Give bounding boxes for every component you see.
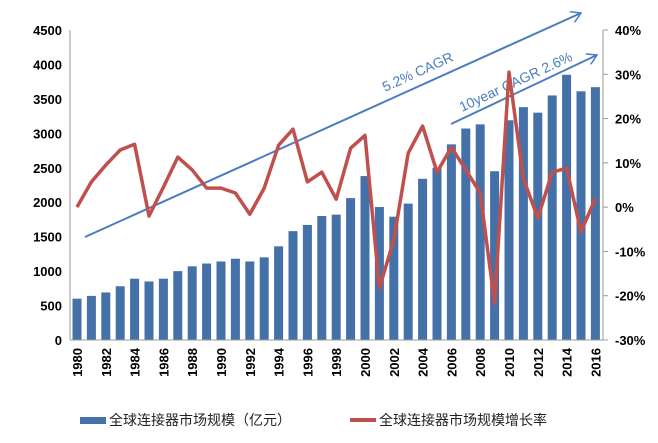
legend-item-bar: 全球连接器市场规模（亿元） [80, 410, 291, 430]
legend-label-bar: 全球连接器市场规模（亿元） [109, 413, 291, 429]
legend-swatch-bar [80, 416, 106, 424]
bar-1989 [202, 263, 212, 340]
bar-1987 [173, 271, 183, 340]
bar-1985 [144, 281, 154, 340]
bar-2000 [360, 176, 370, 340]
left-tick-label: 0 [55, 333, 62, 348]
x-tick-label: 2004 [416, 347, 431, 377]
bar-2008 [475, 124, 485, 340]
bar-1981 [86, 295, 96, 340]
x-tick-label: 2014 [560, 347, 575, 377]
bar-1998 [331, 214, 341, 340]
bar-1994 [274, 246, 284, 340]
left-tick-label: 2500 [33, 161, 62, 176]
x-tick-label: 1994 [272, 347, 287, 377]
trend-arrow-10year [450, 55, 597, 125]
x-tick-label: 2010 [502, 348, 517, 377]
bar-2005 [432, 167, 442, 340]
x-tick-label: 1980 [70, 348, 85, 377]
x-tick-label: 1992 [243, 348, 258, 377]
left-tick-label: 4000 [33, 57, 62, 72]
bar-2015 [576, 91, 586, 340]
bar-1990 [216, 261, 226, 340]
bar-2012 [533, 112, 543, 341]
right-tick-label: 20% [615, 112, 641, 127]
x-tick-label: 2006 [444, 348, 459, 377]
bar-1980 [72, 298, 82, 340]
left-tick-label: 2000 [33, 195, 62, 210]
annotation-10year-cagr: 10year CAGR 2.6% [457, 48, 575, 114]
right-tick-label: 30% [615, 67, 641, 82]
right-tick-label: 10% [615, 156, 641, 171]
bar-1991 [230, 258, 240, 340]
bar-2009 [490, 171, 500, 340]
legend-label-line: 全球连接器市场规模增长率 [379, 413, 547, 429]
bar-2002 [389, 216, 399, 340]
left-tick-label: 4500 [33, 23, 62, 38]
bar-1999 [346, 198, 356, 340]
trend-arrow-5-2 [84, 13, 581, 238]
x-tick-label: 2008 [473, 348, 488, 377]
bar-2003 [403, 203, 413, 340]
bar-1986 [158, 278, 168, 340]
bar-2007 [461, 128, 471, 340]
x-tick-label: 1990 [214, 348, 229, 377]
x-tick-label: 1982 [99, 348, 114, 377]
bar-1995 [288, 231, 298, 340]
left-tick-label: 500 [40, 299, 62, 314]
x-tick-label: 1984 [128, 347, 143, 377]
bar-1983 [115, 286, 125, 340]
bar-1992 [245, 261, 255, 340]
bar-1997 [317, 216, 327, 340]
bar-1993 [259, 257, 269, 340]
right-tick-label: -10% [615, 244, 646, 259]
bar-2013 [547, 95, 557, 340]
x-tick-label: 2000 [358, 348, 373, 377]
left-tick-label: 3000 [33, 126, 62, 141]
bar-1988 [187, 266, 197, 340]
bar-2016 [590, 87, 600, 340]
right-tick-label: -20% [615, 289, 646, 304]
left-tick-label: 1000 [33, 264, 62, 279]
x-tick-label: 1996 [300, 348, 315, 377]
bar-1982 [101, 292, 111, 340]
bar-2014 [562, 74, 572, 341]
x-tick-label: 2016 [588, 348, 603, 377]
x-tick-label: 1998 [329, 348, 344, 377]
bar-1996 [302, 224, 312, 340]
x-tick-label: 1986 [156, 348, 171, 377]
bar-2011 [518, 107, 528, 341]
bar-2004 [418, 178, 428, 340]
right-tick-label: -30% [615, 333, 646, 348]
left-tick-label: 3500 [33, 92, 62, 107]
bar-2010 [504, 120, 514, 340]
legend-item-line: 全球连接器市场规模增长率 [350, 410, 547, 430]
right-tick-label: 40% [615, 23, 641, 38]
x-tick-label: 2002 [387, 348, 402, 377]
x-tick-label: 1988 [185, 348, 200, 377]
left-tick-label: 1500 [33, 230, 62, 245]
bar-1984 [130, 278, 140, 340]
bar-2006 [446, 144, 456, 340]
right-tick-label: 0% [615, 200, 634, 215]
legend-swatch-line [350, 418, 376, 422]
chart-plot: 0 500 1000 1500 2000 2500 3000 3500 4000 4500 -30%… [33, 0, 646, 377]
x-tick-label: 2012 [531, 348, 546, 377]
